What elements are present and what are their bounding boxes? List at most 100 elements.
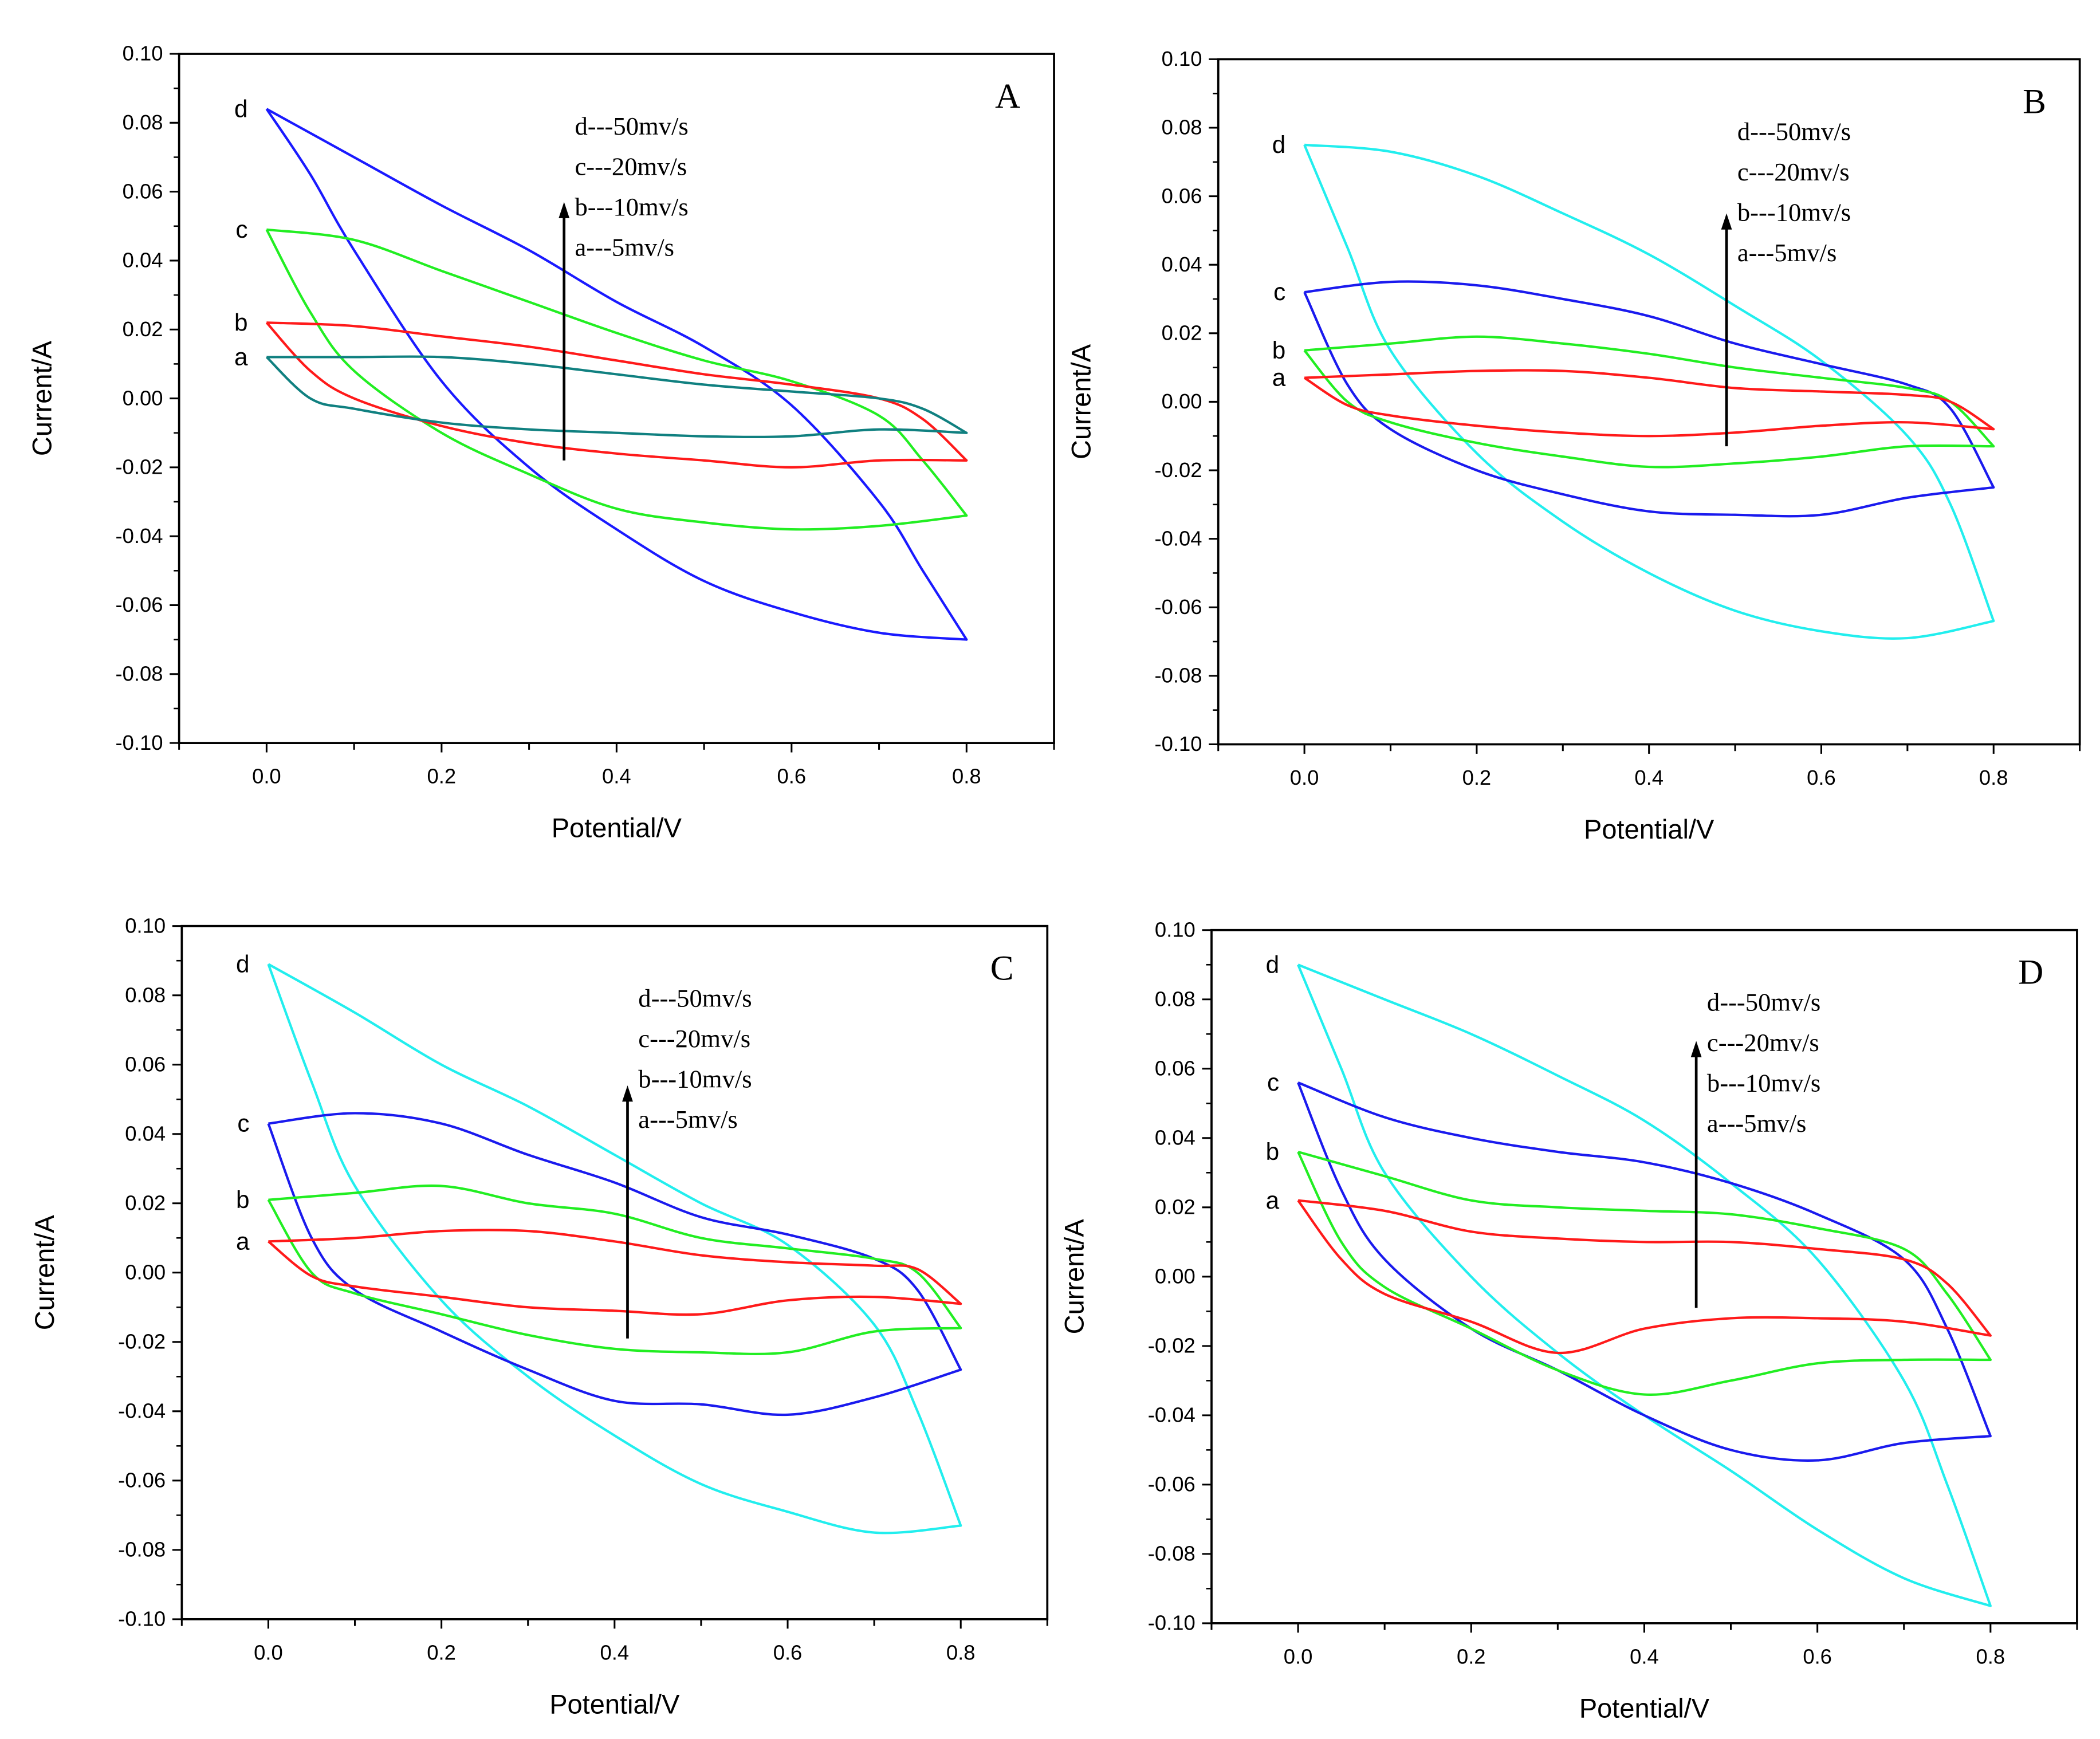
y-tick-label: 0.02 <box>123 317 163 341</box>
curve-label-d: d <box>1266 951 1280 978</box>
legend-entry: d---50mv/s <box>1737 117 1851 145</box>
y-tick-label: -0.02 <box>115 455 163 479</box>
x-axis-label: Potential/V <box>1579 1693 1710 1723</box>
cv-curve-a <box>1303 369 1995 438</box>
y-tick-label: -0.04 <box>1148 1403 1195 1427</box>
x-tick-label: 0.6 <box>1807 766 1836 789</box>
y-tick-label: -0.06 <box>1155 595 1202 619</box>
panel-A: -0.10 -0.08 -0.06 -0.04 -0.02 0.00 0.02 0.04 0.0… <box>26 42 1055 843</box>
cv-curve-c <box>265 228 968 531</box>
y-tick-label: -0.04 <box>118 1399 166 1423</box>
y-tick-label: 0.10 <box>1162 47 1202 70</box>
arrow-head-icon <box>559 202 570 218</box>
y-tick-label: 0.06 <box>1162 184 1202 207</box>
x-tick-label: 0.6 <box>773 1640 803 1664</box>
y-axis-label: Current/A <box>1059 1219 1090 1335</box>
y-tick-label: 0.06 <box>1155 1057 1195 1080</box>
legend-entry: c---20mv/s <box>1737 158 1850 186</box>
curve-label-c: c <box>1267 1069 1279 1096</box>
cv-curve-a <box>265 355 968 438</box>
cv-curve-d <box>265 108 968 641</box>
legend-entry: a---5mv/s <box>638 1105 737 1134</box>
y-tick-label: -0.06 <box>118 1469 166 1492</box>
x-tick-label: 0.8 <box>1979 766 2008 789</box>
y-tick-label: -0.04 <box>1155 526 1202 550</box>
legend-entry: c---20mv/s <box>638 1024 750 1053</box>
x-axis-label: Potential/V <box>1584 814 1714 844</box>
y-tick-label: 0.00 <box>1162 389 1202 413</box>
y-tick-label: -0.06 <box>1148 1473 1195 1496</box>
y-tick-label: 0.04 <box>1162 253 1202 276</box>
y-tick-label: 0.00 <box>1155 1265 1195 1288</box>
cv-curve-d <box>267 963 962 1535</box>
y-tick-label: -0.08 <box>115 662 163 686</box>
arrow-head-icon <box>622 1085 633 1102</box>
cv-curve-b <box>1303 335 1995 469</box>
plot-frame <box>1210 928 2078 1624</box>
curve-label-b: b <box>236 1186 250 1213</box>
y-tick-label: 0.04 <box>123 249 163 272</box>
y-tick-label: -0.08 <box>118 1538 166 1561</box>
y-tick-label: 0.08 <box>1162 116 1202 139</box>
panel-B: -0.10 -0.08 -0.06 -0.04 -0.02 0.00 0.02 0.04 0.0… <box>1065 47 2081 844</box>
legend-entry: b---10mv/s <box>1707 1069 1820 1097</box>
curve-label-b: b <box>234 309 248 336</box>
legend-entry: d---50mv/s <box>638 984 752 1013</box>
y-tick-label: 0.04 <box>125 1122 166 1145</box>
curve-label-d: d <box>234 95 248 122</box>
x-tick-label: 0.4 <box>1634 766 1664 789</box>
legend-entry: a---5mv/s <box>1707 1109 1806 1138</box>
cv-curve-c <box>267 1112 962 1417</box>
y-tick-label: 0.06 <box>123 179 163 203</box>
arrow-head-icon <box>1721 213 1732 230</box>
y-tick-label: -0.06 <box>115 593 163 616</box>
cv-curve-c <box>1297 1081 1992 1462</box>
x-tick-label: 0.2 <box>1462 766 1492 789</box>
y-tick-label: 0.02 <box>125 1191 166 1215</box>
arrow-head-icon <box>1690 1041 1702 1057</box>
y-tick-label: -0.02 <box>118 1330 166 1354</box>
curve-label-a: a <box>234 343 248 370</box>
y-tick-label: -0.10 <box>1148 1611 1195 1635</box>
y-tick-label: 0.02 <box>1162 321 1202 345</box>
x-tick-label: 0.2 <box>427 1640 456 1664</box>
cv-curve-d <box>1303 143 1995 640</box>
x-axis-label: Potential/V <box>549 1689 680 1719</box>
x-tick-label: 0.8 <box>952 765 981 788</box>
legend-entry: b---10mv/s <box>575 192 689 221</box>
curve-label-a: a <box>1266 1187 1280 1214</box>
curve-label-c: c <box>1273 278 1285 305</box>
y-axis-label: Current/A <box>26 340 57 456</box>
y-tick-label: 0.08 <box>123 111 163 134</box>
x-tick-label: 0.2 <box>1457 1644 1486 1668</box>
legend-entry: d---50mv/s <box>575 112 689 140</box>
curve-label-c: c <box>237 1110 249 1137</box>
legend-entry: a---5mv/s <box>1737 238 1837 267</box>
y-tick-label: 0.10 <box>1155 918 1195 941</box>
legend-entry: c---20mv/s <box>1707 1028 1819 1057</box>
x-tick-label: 0.6 <box>1803 1644 1832 1668</box>
cv-curve-a <box>268 1229 962 1316</box>
x-tick-label: 0.2 <box>427 765 457 788</box>
curve-label-c: c <box>235 216 247 243</box>
x-tick-label: 0.4 <box>1630 1644 1659 1668</box>
panel-label: A <box>995 77 1020 116</box>
y-tick-label: -0.10 <box>1155 732 1202 756</box>
x-tick-label: 0.0 <box>254 1640 283 1664</box>
y-tick-label: 0.02 <box>1155 1195 1195 1219</box>
curve-label-b: b <box>1272 337 1286 364</box>
x-tick-label: 0.8 <box>1976 1644 2005 1668</box>
y-tick-label: -0.04 <box>115 524 163 548</box>
y-tick-label: 0.10 <box>125 914 166 937</box>
x-tick-label: 0.0 <box>252 765 281 788</box>
y-axis-label: Current/A <box>29 1215 60 1331</box>
panel-D: -0.10 -0.08 -0.06 -0.04 -0.02 0.00 0.02 0.04 0.0… <box>1059 918 2078 1723</box>
x-tick-label: 0.6 <box>777 765 807 788</box>
y-tick-label: 0.08 <box>125 983 166 1006</box>
cv-curve-b <box>1297 1150 1992 1396</box>
y-tick-label: 0.04 <box>1155 1126 1195 1150</box>
legend-entry: b---10mv/s <box>1737 198 1851 226</box>
curve-label-d: d <box>1272 131 1286 158</box>
x-tick-label: 0.0 <box>1284 1644 1313 1668</box>
